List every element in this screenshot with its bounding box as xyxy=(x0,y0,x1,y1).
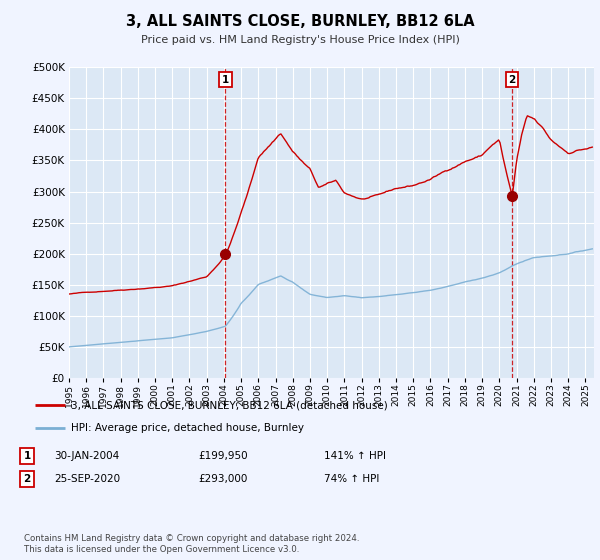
Text: £293,000: £293,000 xyxy=(198,474,247,484)
Text: 2: 2 xyxy=(509,74,516,85)
Text: 74% ↑ HPI: 74% ↑ HPI xyxy=(324,474,379,484)
Text: Contains HM Land Registry data © Crown copyright and database right 2024.
This d: Contains HM Land Registry data © Crown c… xyxy=(24,534,359,554)
Text: 1: 1 xyxy=(23,451,31,461)
Text: £199,950: £199,950 xyxy=(198,451,248,461)
Text: 3, ALL SAINTS CLOSE, BURNLEY, BB12 6LA: 3, ALL SAINTS CLOSE, BURNLEY, BB12 6LA xyxy=(125,14,475,29)
Text: 30-JAN-2004: 30-JAN-2004 xyxy=(54,451,119,461)
Text: 2: 2 xyxy=(23,474,31,484)
Text: 1: 1 xyxy=(221,74,229,85)
Text: 25-SEP-2020: 25-SEP-2020 xyxy=(54,474,120,484)
Text: 141% ↑ HPI: 141% ↑ HPI xyxy=(324,451,386,461)
Text: HPI: Average price, detached house, Burnley: HPI: Average price, detached house, Burn… xyxy=(71,423,304,433)
Text: Price paid vs. HM Land Registry's House Price Index (HPI): Price paid vs. HM Land Registry's House … xyxy=(140,35,460,45)
Text: 3, ALL SAINTS CLOSE, BURNLEY, BB12 6LA (detached house): 3, ALL SAINTS CLOSE, BURNLEY, BB12 6LA (… xyxy=(71,400,388,410)
